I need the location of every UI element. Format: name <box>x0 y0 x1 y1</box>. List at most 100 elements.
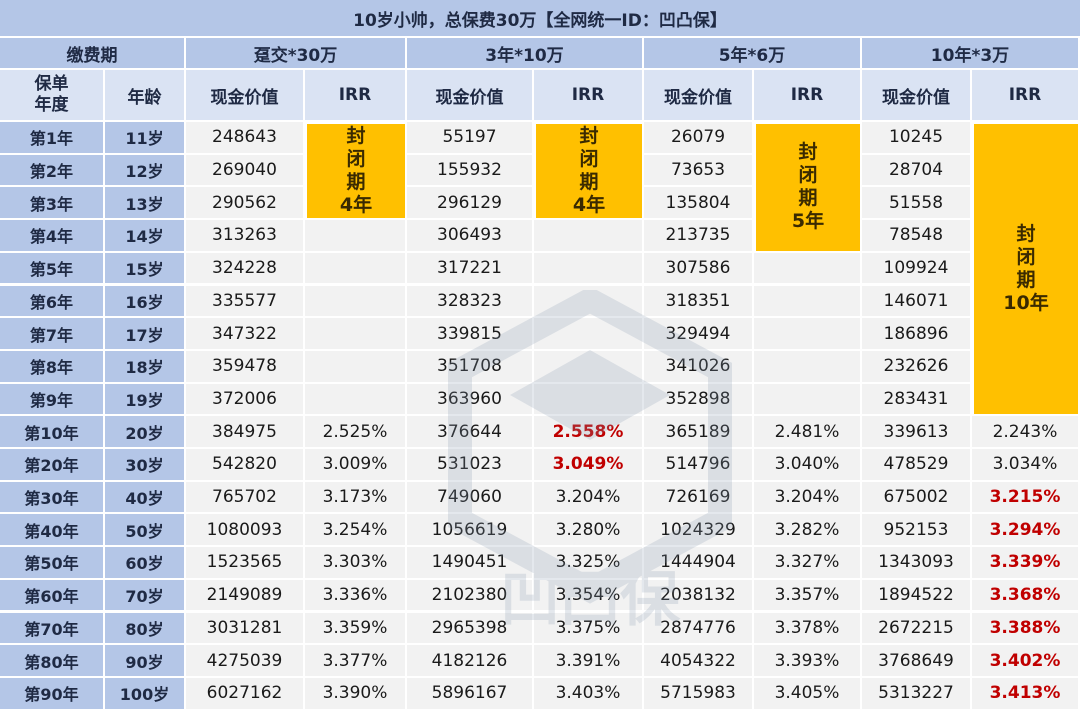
cash-value-cell: 952153 <box>862 514 972 548</box>
irr-cell: 3.403% <box>534 677 644 711</box>
age-cell: 20岁 <box>105 416 186 449</box>
age-cell: 11岁 <box>105 122 186 155</box>
age-cell: 17岁 <box>105 318 186 351</box>
irr-header: IRR <box>534 70 644 122</box>
cash-value-cell: 542820 <box>186 449 305 482</box>
cash-value-cell: 328323 <box>407 285 534 319</box>
cash-value-cell: 135804 <box>644 187 754 221</box>
cash-value-cell: 2149089 <box>186 579 305 613</box>
cash-value-cell: 317221 <box>407 252 534 286</box>
closed-period-block: 封闭期 5年 <box>754 122 862 253</box>
irr-cell: 3.204% <box>534 481 644 515</box>
cash-value-cell: 363960 <box>407 383 534 417</box>
cash-value-cell: 6027162 <box>186 677 305 711</box>
policy-year-cell: 第70年 <box>0 612 105 646</box>
cash-value-cell: 2102380 <box>407 579 534 613</box>
irr-cell: 3.327% <box>754 547 862 580</box>
irr-cell <box>534 285 644 319</box>
cash-value-cell: 351708 <box>407 350 534 384</box>
cash-value-cell: 329494 <box>644 318 754 351</box>
irr-cell <box>534 350 644 384</box>
cash-value-cell: 478529 <box>862 449 972 482</box>
irr-cell: 3.294% <box>972 514 1080 548</box>
irr-cell: 3.254% <box>305 514 407 548</box>
closed-period-label: 封闭期 10年 <box>1003 223 1049 315</box>
policy-year-cell: 第80年 <box>0 645 105 678</box>
cash-value-cell: 384975 <box>186 416 305 449</box>
cash-value-cell: 248643 <box>186 122 305 155</box>
plan-header: 趸交*30万 <box>186 38 407 70</box>
cash-value-cell: 2038132 <box>644 579 754 613</box>
irr-cell: 3.390% <box>305 677 407 711</box>
cash-value-cell: 339613 <box>862 416 972 449</box>
cash-value-cell: 324228 <box>186 252 305 286</box>
cash-value-cell: 146071 <box>862 285 972 319</box>
cash-value-cell: 313263 <box>186 220 305 253</box>
irr-cell: 3.034% <box>972 449 1080 482</box>
cash-value-cell: 1024329 <box>644 514 754 548</box>
cash-value-cell: 1894522 <box>862 579 972 613</box>
cash-value-cell: 318351 <box>644 285 754 319</box>
cash-value-header: 现金价值 <box>407 70 534 122</box>
cash-value-cell: 359478 <box>186 350 305 384</box>
cash-value-cell: 28704 <box>862 154 972 188</box>
cash-value-cell: 26079 <box>644 122 754 155</box>
cash-value-cell: 335577 <box>186 285 305 319</box>
irr-cell: 3.359% <box>305 612 407 646</box>
cash-value-cell: 4275039 <box>186 645 305 678</box>
closed-period-block: 封闭期 4年 <box>534 122 644 221</box>
cash-value-cell: 4054322 <box>644 645 754 678</box>
cash-value-cell: 2672215 <box>862 612 972 646</box>
cash-value-cell: 78548 <box>862 220 972 253</box>
policy-year-cell: 第8年 <box>0 350 105 384</box>
cash-value-cell: 1080093 <box>186 514 305 548</box>
policy-year-cell: 第6年 <box>0 285 105 319</box>
age-header: 年龄 <box>105 70 186 122</box>
closed-period-label: 封闭期 4年 <box>572 125 606 217</box>
cash-value-header: 现金价值 <box>186 70 305 122</box>
irr-cell <box>305 285 407 319</box>
plan-header: 10年*3万 <box>862 38 1080 70</box>
cash-value-cell: 51558 <box>862 187 972 221</box>
cash-value-cell: 186896 <box>862 318 972 351</box>
cash-value-cell: 2874776 <box>644 612 754 646</box>
policy-year-cell: 第50年 <box>0 547 105 580</box>
cash-value-cell: 283431 <box>862 383 972 417</box>
cash-value-header: 现金价值 <box>644 70 754 122</box>
policy-year-cell: 第40年 <box>0 514 105 548</box>
policy-year-header-text: 保单年度 <box>34 74 69 115</box>
irr-cell <box>305 383 407 417</box>
cash-value-cell: 5715983 <box>644 677 754 711</box>
cash-value-cell: 1343093 <box>862 547 972 580</box>
irr-cell: 3.413% <box>972 677 1080 711</box>
pay-period-header: 缴费期 <box>0 38 186 70</box>
irr-cell: 3.405% <box>754 677 862 711</box>
irr-cell <box>754 252 862 286</box>
irr-cell: 3.049% <box>534 449 644 482</box>
irr-cell: 3.009% <box>305 449 407 482</box>
irr-cell <box>534 318 644 351</box>
cash-value-cell: 296129 <box>407 187 534 221</box>
irr-header: IRR <box>305 70 407 122</box>
age-cell: 19岁 <box>105 383 186 417</box>
cash-value-cell: 726169 <box>644 481 754 515</box>
irr-header: IRR <box>972 70 1080 122</box>
policy-year-cell: 第20年 <box>0 449 105 482</box>
irr-cell: 3.391% <box>534 645 644 678</box>
irr-cell: 3.402% <box>972 645 1080 678</box>
irr-cell <box>534 220 644 253</box>
cash-value-cell: 352898 <box>644 383 754 417</box>
irr-cell <box>754 318 862 351</box>
irr-cell <box>534 252 644 286</box>
irr-cell: 3.339% <box>972 547 1080 580</box>
cash-value-cell: 73653 <box>644 154 754 188</box>
table-title: 10岁小帅，总保费30万【全网统一ID：凹凸保】 <box>0 0 1080 38</box>
irr-cell: 2.558% <box>534 416 644 449</box>
irr-cell: 3.336% <box>305 579 407 613</box>
cash-value-cell: 307586 <box>644 252 754 286</box>
policy-year-cell: 第1年 <box>0 122 105 155</box>
irr-cell: 3.368% <box>972 579 1080 613</box>
cash-value-cell: 109924 <box>862 252 972 286</box>
cash-value-cell: 290562 <box>186 187 305 221</box>
irr-cell: 3.378% <box>754 612 862 646</box>
